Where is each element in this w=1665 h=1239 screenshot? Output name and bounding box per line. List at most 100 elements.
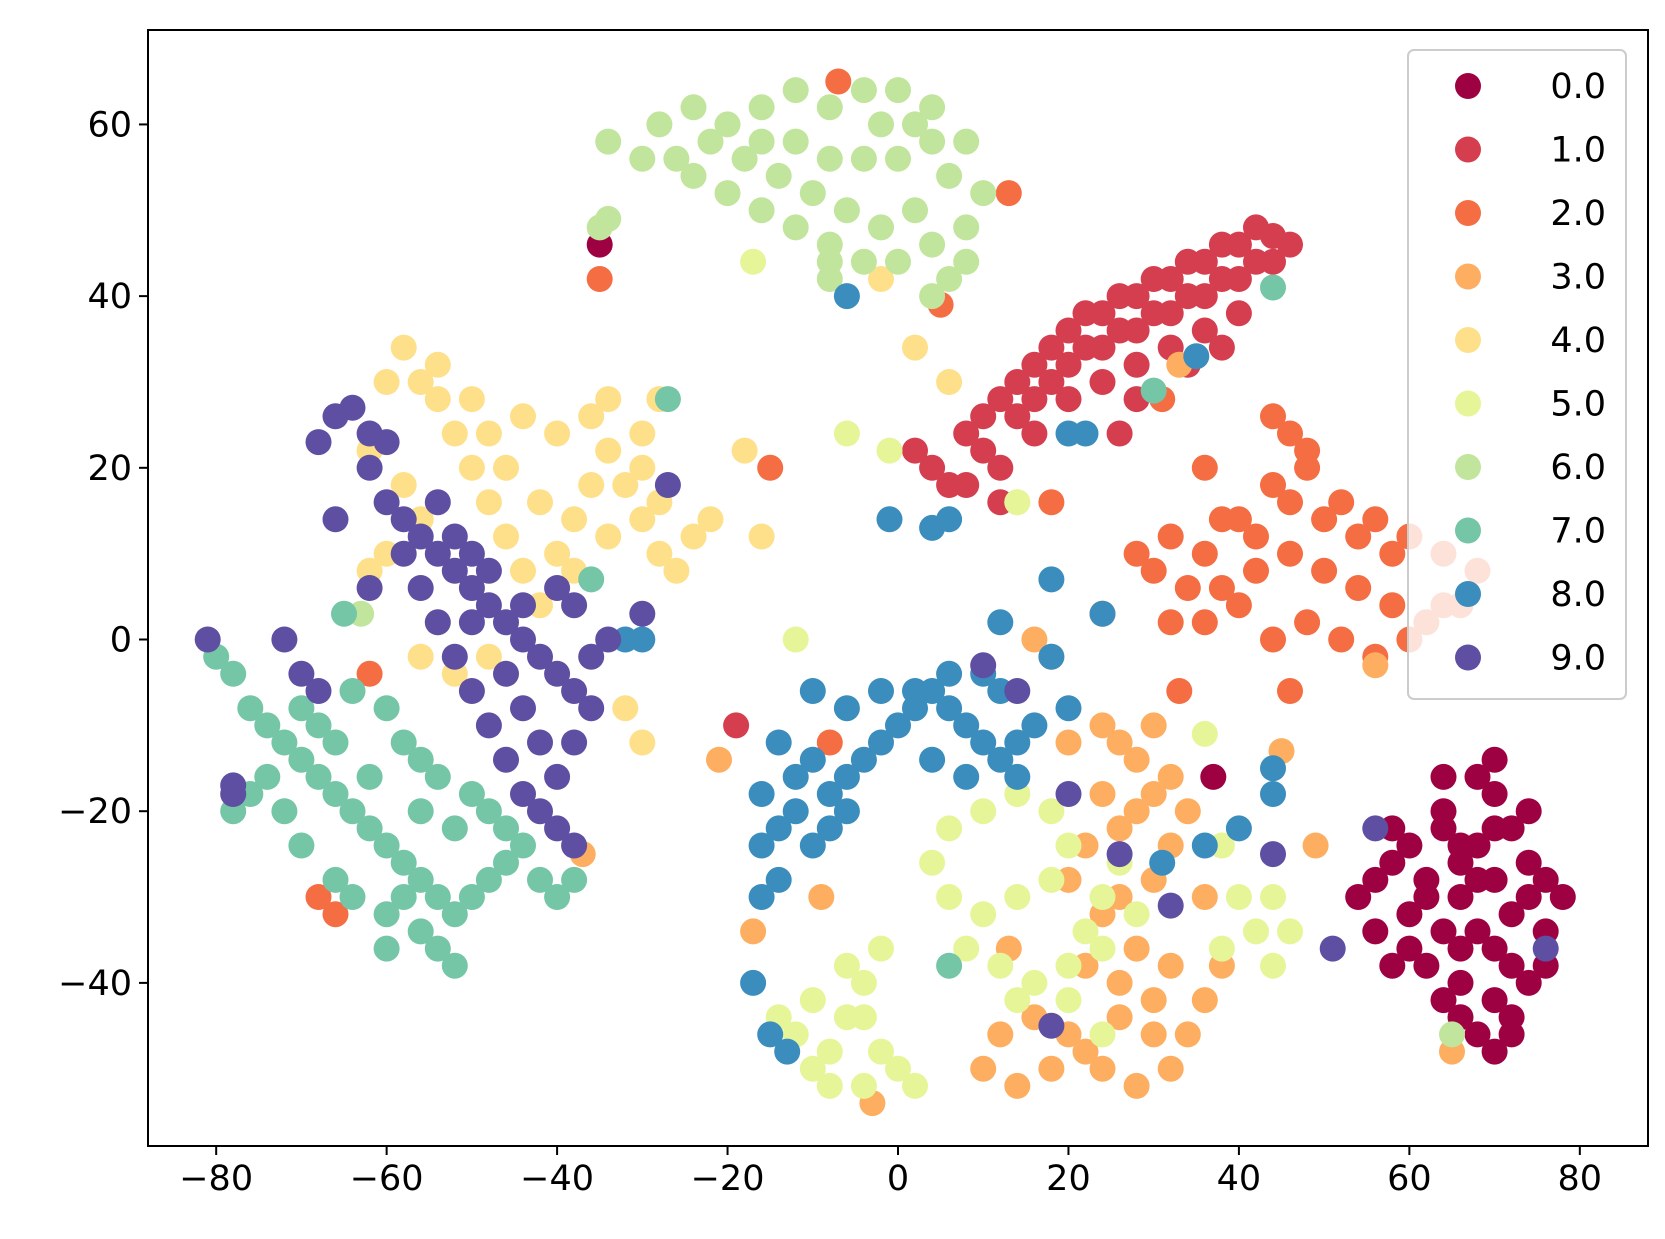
data-point (493, 815, 519, 842)
data-point (987, 952, 1014, 979)
data-point (1140, 1021, 1167, 1048)
data-point (1464, 763, 1491, 790)
legend-label: 5.0 (1550, 385, 1606, 425)
data-point (919, 128, 946, 155)
data-point (1140, 781, 1167, 807)
data-point (1055, 832, 1082, 859)
data-point (1208, 935, 1235, 962)
data-point (1157, 300, 1184, 327)
data-point (1430, 987, 1457, 1014)
data-point (1123, 351, 1150, 378)
data-point (765, 815, 792, 842)
data-point (1243, 523, 1269, 550)
legend-marker (1455, 327, 1481, 353)
data-point (322, 506, 349, 533)
data-point (782, 626, 809, 653)
data-point (1277, 420, 1303, 447)
data-point (748, 523, 775, 550)
data-point (1106, 729, 1133, 756)
data-point (1200, 763, 1227, 790)
data-point (578, 566, 605, 593)
data-point (561, 832, 588, 859)
data-point (1277, 678, 1303, 704)
data-point (1498, 901, 1525, 928)
data-point (373, 369, 400, 395)
data-point (1447, 884, 1474, 910)
data-point (493, 849, 519, 876)
data-point (885, 248, 911, 275)
data-point (595, 386, 622, 413)
data-point (527, 866, 553, 893)
data-point (1481, 935, 1508, 962)
x-tick-label: 0 (887, 1159, 909, 1199)
data-point (902, 197, 928, 224)
y-tick-label: 0 (110, 621, 132, 661)
data-point (510, 626, 536, 653)
data-point (356, 454, 383, 481)
data-point (373, 429, 400, 456)
data-point (885, 1055, 911, 1082)
data-point (1174, 1021, 1201, 1048)
data-point (1311, 506, 1338, 533)
axes-layer: −80 −60 −40 −20 0 20 40 60 80 −40 −20 0 20 40 60 (58, 105, 1602, 1199)
data-point (1277, 231, 1303, 258)
data-point (271, 729, 298, 756)
data-point (723, 712, 750, 739)
data-point (1055, 781, 1082, 807)
data-point (544, 420, 571, 447)
data-point (748, 884, 775, 910)
data-point (782, 214, 809, 241)
data-point (1055, 987, 1082, 1014)
data-point (850, 248, 877, 275)
data-point (919, 454, 946, 481)
data-point (424, 935, 451, 962)
data-point (561, 866, 588, 893)
data-point (1225, 300, 1252, 327)
data-point (373, 832, 400, 859)
data-point (373, 489, 400, 516)
x-tick-label: 80 (1558, 1159, 1603, 1199)
legend-marker (1455, 644, 1481, 671)
x-tick-label: 20 (1046, 1159, 1091, 1199)
data-point (970, 652, 997, 679)
data-point (1294, 437, 1321, 464)
data-point (1260, 755, 1286, 782)
data-point (1515, 849, 1542, 876)
data-point (1328, 626, 1355, 653)
data-point (390, 506, 417, 533)
data-point (441, 557, 468, 584)
data-point (475, 798, 502, 825)
data-point (458, 386, 485, 413)
data-point (765, 866, 792, 893)
data-point (1464, 918, 1491, 945)
data-point (1260, 952, 1286, 979)
data-point (1430, 815, 1457, 842)
data-point (1362, 652, 1389, 679)
data-point (1515, 884, 1542, 910)
data-point (731, 145, 758, 172)
data-point (1055, 386, 1082, 413)
data-point (305, 712, 332, 739)
data-point (1447, 969, 1474, 996)
data-point (1191, 540, 1218, 567)
legend-marker (1455, 73, 1481, 99)
data-point (458, 781, 485, 807)
data-point (1481, 987, 1508, 1014)
data-point (510, 832, 536, 859)
data-point (1106, 969, 1133, 996)
data-point (1498, 952, 1525, 979)
data-point (1021, 712, 1048, 739)
data-point (595, 523, 622, 550)
data-point (475, 712, 502, 739)
data-point (356, 815, 383, 842)
data-point (1089, 369, 1116, 395)
legend: 0.0 1.0 2.0 3.0 4.0 5.0 6.0 7.0 8.0 9.0 (1407, 49, 1627, 700)
series-3.0 (569, 351, 1465, 1117)
legend-label: 2.0 (1550, 194, 1606, 234)
data-point (1243, 918, 1269, 945)
data-point (407, 918, 434, 945)
data-point (1191, 832, 1218, 859)
data-point (1481, 746, 1508, 773)
data-point (493, 523, 519, 550)
